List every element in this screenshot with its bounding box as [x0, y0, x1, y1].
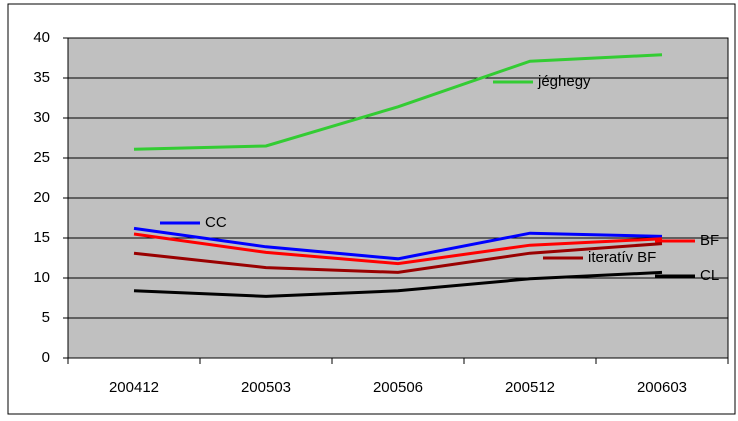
- x-tick-label: 200412: [109, 379, 159, 396]
- series-line: [133, 242, 663, 274]
- legend-label: iteratív BF: [588, 249, 656, 266]
- y-tick-label: 15: [33, 229, 50, 246]
- x-tick-label: 200503: [241, 379, 291, 396]
- x-tick-label: 200512: [505, 379, 555, 396]
- y-tick-label: 35: [33, 69, 50, 86]
- series-line: [133, 53, 663, 151]
- y-tick-label: 40: [33, 29, 50, 46]
- x-tick-label: 200506: [373, 379, 423, 396]
- legend-label: CC: [205, 214, 227, 231]
- legend-label: BF: [700, 232, 719, 249]
- series-line: [133, 232, 663, 266]
- y-tick-label: 10: [33, 269, 50, 286]
- y-tick-label: 30: [33, 109, 50, 126]
- y-tick-label: 25: [33, 149, 50, 166]
- y-tick-label: 20: [33, 189, 50, 206]
- y-tick-label: 5: [42, 309, 50, 326]
- legend-label: jéghegy: [537, 73, 591, 90]
- legend-label: CL: [700, 267, 719, 284]
- y-tick-label: 0: [42, 349, 50, 366]
- series-line: [133, 270, 663, 298]
- series-line: [133, 226, 663, 261]
- x-tick-label: 200603: [637, 379, 687, 396]
